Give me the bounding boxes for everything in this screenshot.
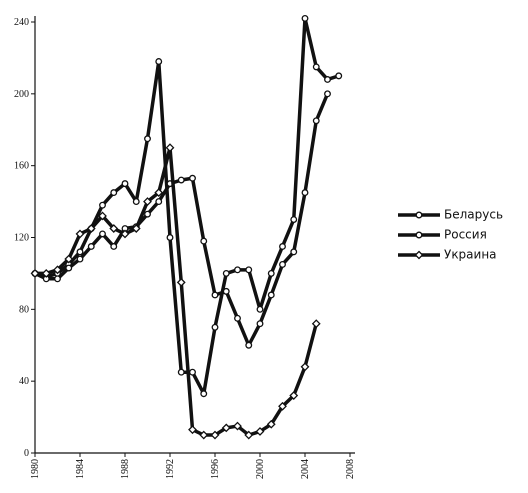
data-point (86, 224, 96, 233)
data-point (267, 291, 275, 299)
data-point (312, 117, 320, 125)
data-point (210, 430, 220, 440)
y-tick-label: 80 (19, 304, 29, 315)
data-point (200, 390, 208, 398)
data-point (222, 269, 230, 277)
data-point (245, 341, 253, 349)
data-point (233, 421, 242, 431)
data-point (266, 419, 276, 429)
data-point (267, 269, 275, 277)
data-point (30, 268, 40, 278)
y-tick-label: 40 (19, 376, 29, 387)
data-point (300, 362, 310, 372)
data-point (199, 430, 209, 440)
legend-marker (415, 231, 423, 239)
data-point (211, 323, 219, 331)
data-point (132, 198, 140, 206)
y-tick-label: 160 (14, 161, 29, 172)
data-point (155, 58, 163, 65)
data-point (222, 287, 230, 295)
data-point (165, 143, 175, 153)
data-point (234, 266, 241, 274)
data-point (176, 277, 186, 287)
data-point (256, 305, 264, 313)
data-point (245, 266, 253, 274)
data-point (278, 401, 287, 411)
data-point (99, 230, 106, 238)
data-point (75, 229, 85, 239)
data-point (289, 391, 299, 400)
legend-label: Россия (444, 228, 487, 242)
data-point (144, 210, 151, 218)
data-point (189, 368, 196, 376)
data-point (110, 243, 118, 250)
x-tick-label: 2004 (300, 459, 311, 479)
data-point (324, 90, 331, 98)
data-point (301, 189, 309, 197)
data-point (110, 189, 118, 197)
data-point (65, 264, 73, 272)
legend-label: Беларусь (444, 208, 503, 222)
x-tick-label: 1980 (30, 459, 41, 479)
x-tick-label: 1988 (120, 459, 131, 479)
data-point (335, 72, 343, 80)
x-tick-label: 1984 (75, 459, 86, 479)
data-point (76, 248, 84, 256)
data-point (255, 427, 265, 436)
x-tick-label: 2000 (255, 459, 266, 479)
data-point (54, 275, 61, 283)
data-point (166, 234, 174, 241)
data-point (234, 314, 241, 322)
data-point (244, 430, 254, 440)
data-point (211, 291, 219, 299)
data-point (98, 211, 107, 221)
data-point (121, 180, 129, 188)
data-point (76, 255, 84, 263)
data-point (290, 248, 298, 256)
data-point (311, 319, 321, 329)
data-point (200, 237, 208, 245)
x-tick-label: 1992 (165, 459, 176, 479)
series-line (34, 93, 330, 347)
data-point (290, 216, 298, 223)
data-point (154, 188, 164, 198)
data-point (312, 63, 320, 71)
data-point (279, 243, 286, 250)
legend-label: Украина (444, 248, 497, 262)
data-point (279, 260, 286, 268)
y-tick-label: 120 (14, 233, 29, 244)
x-tick-label: 2008 (345, 459, 356, 479)
data-point (177, 368, 185, 376)
data-point (301, 14, 309, 22)
data-point (144, 135, 151, 143)
data-point (87, 243, 95, 250)
data-point (41, 268, 51, 278)
data-point (109, 224, 119, 233)
data-point (221, 423, 231, 433)
data-point (256, 320, 264, 328)
y-tick-label: 0 (24, 448, 29, 459)
data-point (188, 425, 197, 435)
legend-marker (415, 211, 423, 219)
y-tick-label: 200 (14, 89, 29, 100)
data-point (177, 176, 185, 184)
data-point (99, 201, 106, 209)
data-point (324, 76, 331, 83)
data-point (155, 198, 163, 206)
y-tick-label: 240 (14, 17, 29, 28)
x-tick-label: 1996 (210, 459, 221, 479)
data-point (131, 224, 141, 233)
data-point (53, 265, 62, 275)
data-point (64, 254, 74, 264)
legend-marker (414, 250, 424, 260)
data-point (120, 229, 130, 239)
data-point (143, 197, 152, 207)
data-point (189, 174, 196, 182)
